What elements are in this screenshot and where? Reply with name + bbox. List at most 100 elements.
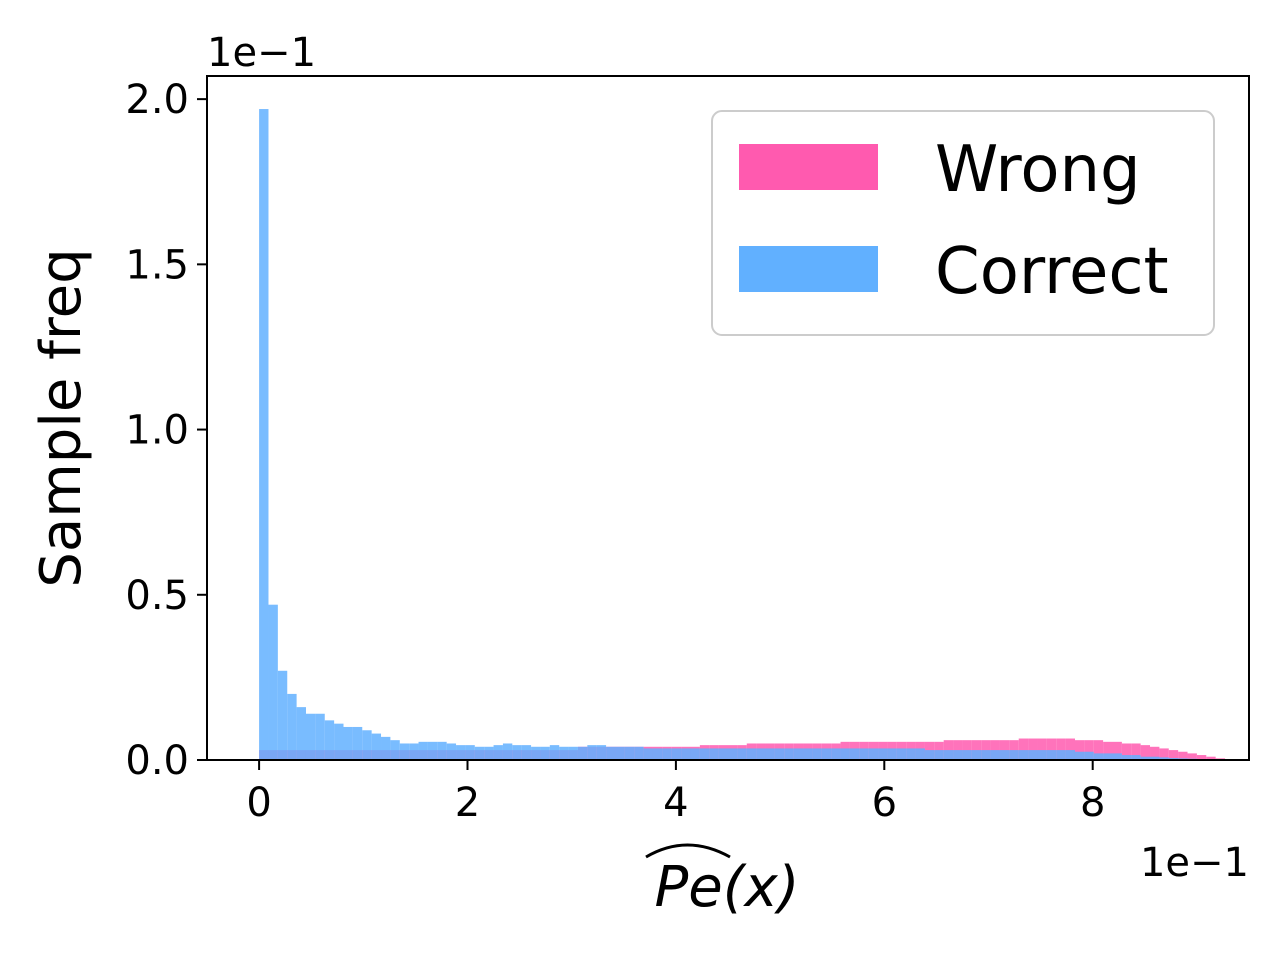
bar-correct bbox=[634, 746, 644, 760]
bar-correct bbox=[409, 743, 419, 760]
bar-wrong bbox=[1037, 738, 1047, 760]
bar-correct bbox=[484, 746, 494, 760]
bar-correct bbox=[737, 748, 747, 760]
bar-correct bbox=[981, 750, 991, 760]
bar-correct bbox=[699, 748, 710, 760]
bar-wrong bbox=[1121, 743, 1132, 760]
y-tick-label: 1.5 bbox=[125, 242, 189, 288]
bar-correct bbox=[690, 748, 700, 760]
histogram-bars bbox=[259, 109, 1226, 761]
x-axis-label-text: Pe(x) bbox=[654, 855, 799, 920]
bar-wrong bbox=[1065, 738, 1075, 760]
bar-correct bbox=[652, 748, 663, 760]
bar-correct bbox=[906, 748, 916, 760]
bar-correct bbox=[474, 746, 485, 760]
bar-correct bbox=[1028, 750, 1038, 760]
bar-correct bbox=[746, 748, 757, 760]
y-offset-label: 1e−1 bbox=[207, 30, 316, 76]
bar-correct bbox=[924, 750, 935, 760]
bar-wrong bbox=[943, 740, 954, 760]
bar-correct bbox=[709, 748, 719, 760]
y-tick-label: 0.0 bbox=[125, 738, 189, 784]
bar-wrong bbox=[971, 740, 982, 760]
bar-correct bbox=[493, 745, 503, 760]
bar-wrong bbox=[990, 740, 1000, 760]
bar-correct bbox=[521, 745, 532, 760]
bar-correct bbox=[427, 741, 438, 760]
bar-correct bbox=[259, 109, 269, 761]
bar-wrong bbox=[999, 740, 1010, 760]
bar-wrong bbox=[1084, 740, 1094, 760]
bar-correct bbox=[446, 743, 457, 760]
bar-correct bbox=[934, 750, 944, 760]
bar-correct bbox=[774, 748, 785, 760]
bar-wrong bbox=[1112, 741, 1122, 760]
bar-correct bbox=[1074, 751, 1085, 760]
bar-correct bbox=[878, 748, 888, 760]
bar-correct bbox=[1046, 750, 1057, 760]
bar-correct bbox=[352, 726, 363, 760]
bar-wrong bbox=[1074, 740, 1085, 760]
bar-correct bbox=[859, 748, 869, 760]
bar-correct bbox=[456, 745, 466, 760]
bar-correct bbox=[343, 726, 353, 760]
bar-correct bbox=[277, 670, 288, 760]
legend-swatch-correct bbox=[739, 246, 878, 292]
bar-wrong bbox=[1150, 746, 1160, 760]
bar-correct bbox=[315, 713, 325, 760]
bar-wrong bbox=[1140, 745, 1151, 760]
bar-correct bbox=[615, 746, 625, 760]
bar-correct bbox=[999, 750, 1010, 760]
x-axis-label: Pe(x) bbox=[645, 843, 800, 920]
y-axis-ticks: 0.0 0.5 1.0 1.5 2.0 bbox=[125, 77, 207, 784]
bar-correct bbox=[718, 748, 728, 760]
x-tick-label: 2 bbox=[455, 780, 480, 826]
bar-correct bbox=[643, 748, 653, 760]
bar-correct bbox=[381, 736, 391, 760]
bar-correct bbox=[887, 748, 897, 760]
x-axis-ticks: 0 2 4 6 8 bbox=[246, 760, 1105, 826]
bar-correct bbox=[1093, 753, 1104, 760]
bar-wrong bbox=[1206, 756, 1216, 760]
bar-correct bbox=[268, 604, 278, 760]
bar-correct bbox=[821, 748, 832, 760]
bar-correct bbox=[793, 748, 804, 760]
bar-correct bbox=[1065, 750, 1075, 760]
bar-correct bbox=[990, 750, 1000, 760]
bar-correct bbox=[512, 745, 522, 760]
bar-correct bbox=[596, 745, 607, 760]
bar-correct bbox=[849, 748, 860, 760]
bar-wrong bbox=[1178, 751, 1188, 760]
bar-correct bbox=[953, 750, 963, 760]
bar-correct bbox=[1112, 753, 1122, 760]
bar-correct bbox=[531, 746, 541, 760]
bar-correct bbox=[540, 746, 550, 760]
legend-label-correct: Correct bbox=[935, 235, 1169, 309]
bar-correct bbox=[465, 745, 475, 760]
bar-correct bbox=[1131, 755, 1141, 760]
bar-correct bbox=[915, 748, 925, 760]
bar-correct bbox=[1009, 750, 1019, 760]
bar-correct bbox=[962, 750, 972, 760]
bar-correct bbox=[1103, 753, 1113, 760]
bar-correct bbox=[1037, 750, 1047, 760]
bar-correct bbox=[671, 748, 682, 760]
bar-correct bbox=[324, 720, 335, 760]
legend: Wrong Correct bbox=[711, 110, 1215, 336]
bar-correct bbox=[577, 746, 588, 760]
legend-swatch-wrong bbox=[739, 144, 878, 190]
bar-wrong bbox=[1056, 738, 1066, 760]
bar-wrong bbox=[953, 740, 963, 760]
bar-correct bbox=[305, 713, 316, 760]
x-tick-label: 6 bbox=[872, 780, 897, 826]
bar-correct bbox=[502, 743, 513, 760]
bar-correct bbox=[390, 740, 400, 760]
bar-correct bbox=[1150, 756, 1160, 760]
bar-wrong bbox=[1093, 740, 1104, 760]
x-tick-label: 8 bbox=[1080, 780, 1105, 826]
bar-correct bbox=[606, 746, 616, 760]
bar-correct bbox=[868, 748, 879, 760]
bar-wrong bbox=[1159, 748, 1169, 760]
bar-correct bbox=[1018, 750, 1029, 760]
bar-correct bbox=[399, 743, 410, 760]
